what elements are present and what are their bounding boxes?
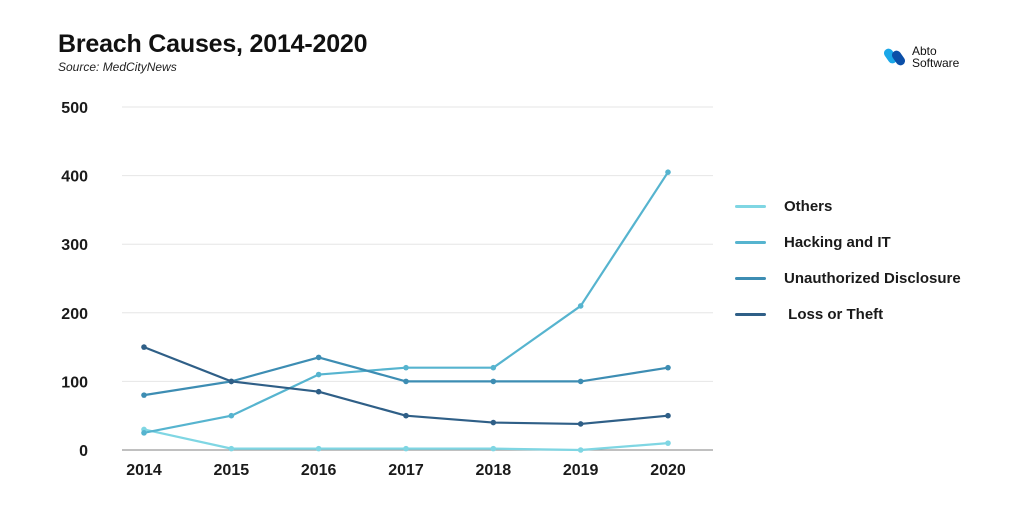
y-tick-label: 500 [61, 100, 88, 117]
data-point [141, 344, 147, 350]
legend-swatch [735, 312, 766, 316]
x-tick-label: 2015 [214, 462, 250, 479]
chart-title: Breach Causes, 2014-2020 [58, 30, 368, 58]
data-point [141, 392, 147, 398]
data-point [315, 388, 322, 395]
y-tick-label: 100 [61, 374, 88, 391]
data-point [315, 354, 322, 361]
series-line [142, 356, 670, 397]
legend-item: Loss or Theft [735, 304, 961, 324]
legend-label: Hacking and IT [784, 233, 891, 251]
data-point [577, 303, 584, 309]
x-tick-label: 2018 [476, 462, 512, 479]
legend-item: Others [735, 196, 961, 216]
x-tick-label: 2017 [388, 462, 424, 479]
legend-swatch [735, 276, 766, 280]
data-point [403, 378, 409, 385]
data-point [228, 445, 235, 452]
brand-name-line1: Abto [912, 44, 937, 58]
brand-logo[interactable]: Abto Software [884, 45, 959, 69]
x-tick-label: 2019 [563, 462, 599, 479]
data-point [490, 445, 497, 452]
y-tick-label: 300 [61, 237, 88, 254]
data-point [490, 378, 497, 385]
data-point [577, 378, 584, 385]
legend-label: Unauthorized Disclosure [784, 269, 961, 287]
data-point [141, 430, 147, 436]
chart-legend: Others Hacking and IT Unauthorized Disclos… [735, 196, 961, 324]
data-point [228, 378, 235, 385]
chart-subtitle: Source: MedCityNews [58, 60, 177, 74]
legend-item: Hacking and IT [735, 232, 961, 252]
data-point [315, 371, 322, 378]
y-tick-label: 400 [61, 169, 88, 186]
data-point [665, 364, 671, 371]
data-point [228, 412, 235, 419]
legend-label: Loss or Theft [784, 305, 884, 323]
legend-label: Others [784, 197, 833, 215]
legend-swatch [735, 240, 766, 244]
legend-item: Unauthorized Disclosure [735, 268, 961, 288]
series-line [142, 346, 670, 426]
brand-name-line2: Software [912, 56, 960, 70]
x-tick-label: 2020 [650, 462, 686, 479]
data-point [577, 447, 584, 453]
data-point [577, 421, 584, 427]
abto-logo-icon [884, 48, 906, 66]
data-point [403, 364, 409, 371]
data-point [490, 419, 497, 426]
data-point [665, 412, 671, 419]
legend-swatch [735, 204, 766, 208]
series-line [142, 171, 670, 434]
x-tick-label: 2016 [301, 462, 337, 479]
data-point [490, 364, 497, 371]
data-point [403, 445, 409, 452]
data-point [315, 445, 322, 452]
x-tick-label: 2014 [126, 462, 162, 479]
y-tick-label: 0 [79, 443, 88, 460]
data-point [403, 412, 409, 419]
y-tick-label: 200 [61, 306, 88, 323]
data-point [665, 440, 671, 446]
data-point [665, 169, 671, 175]
